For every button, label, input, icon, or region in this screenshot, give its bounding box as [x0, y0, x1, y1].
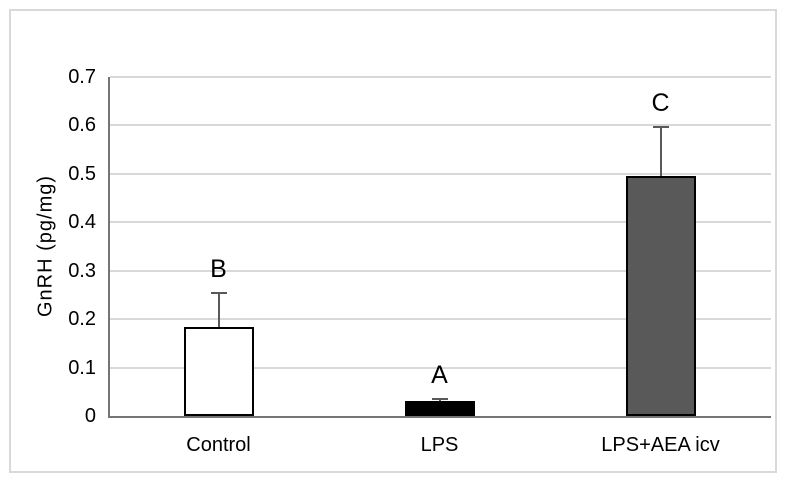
y-tick-label: 0.5	[68, 162, 96, 185]
error-bar-cap	[210, 291, 227, 294]
y-tick-label: 0.1	[68, 356, 96, 379]
error-bar-line	[217, 292, 220, 328]
y-gridline	[110, 172, 771, 175]
y-gridline	[110, 269, 771, 272]
y-tick-label: 0.3	[68, 259, 96, 282]
y-gridline	[110, 124, 771, 127]
y-gridline	[110, 366, 771, 369]
bar-lps	[404, 401, 475, 416]
y-gridline	[110, 318, 771, 321]
x-category-label: LPS	[420, 434, 459, 456]
significance-letter: B	[210, 254, 227, 283]
bar-lps-aea-icv	[625, 176, 696, 416]
error-bar-line	[438, 398, 441, 402]
error-bar-cap	[652, 125, 669, 128]
y-tick-label: 0.7	[68, 66, 96, 88]
y-axis-line	[108, 77, 110, 418]
x-category-label: LPS+AEA icv	[601, 434, 720, 456]
y-tick-label: 0.2	[68, 308, 96, 331]
error-bar-line	[659, 126, 662, 177]
significance-letter: C	[651, 88, 670, 117]
bar-control	[183, 327, 254, 416]
significance-letter: A	[431, 360, 448, 389]
y-gridline	[110, 76, 771, 78]
y-tick-label: 0	[84, 405, 96, 427]
y-tick-label: 0.4	[68, 211, 96, 234]
y-gridline	[110, 221, 771, 224]
x-category-label: Control	[186, 434, 251, 456]
y-tick-label: 0.6	[68, 114, 96, 137]
x-axis-line	[108, 416, 771, 418]
error-bar-cap	[431, 397, 448, 400]
